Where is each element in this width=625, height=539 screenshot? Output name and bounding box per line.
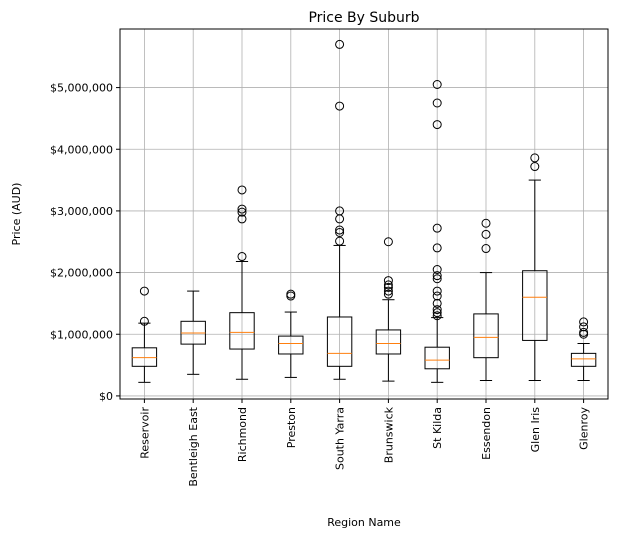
outlier-point — [432, 98, 442, 108]
y-axis-label: Price (AUD) — [10, 183, 23, 246]
outlier-point — [237, 204, 247, 214]
outlier-point — [579, 317, 589, 327]
x-tick-label: Essendon — [480, 407, 493, 460]
box-iqr — [570, 352, 597, 367]
outlier-point — [432, 80, 442, 89]
x-tick-label: Brunswick — [382, 406, 395, 463]
x-tick-label: Richmond — [236, 407, 249, 462]
x-tick-label: Glenroy — [578, 407, 591, 450]
x-tick-label: South Yarra — [334, 407, 347, 470]
outlier-point — [237, 185, 247, 195]
outlier-point — [335, 236, 345, 246]
box-iqr — [522, 270, 548, 341]
plot-frame — [119, 28, 609, 400]
outlier-point — [383, 280, 393, 290]
outlier-point — [432, 120, 442, 130]
x-tick-label: St Kilda — [431, 407, 444, 449]
outlier-point — [237, 252, 247, 262]
outlier-point — [481, 244, 491, 254]
outlier-point — [383, 237, 393, 247]
outlier-point — [432, 305, 442, 315]
outlier-point — [383, 289, 393, 299]
outlier-point — [335, 225, 345, 235]
outlier-point — [335, 39, 345, 49]
box-glen-iris — [522, 153, 548, 381]
y-tick-label: $0 — [99, 390, 113, 403]
outlier-point — [432, 271, 442, 281]
outlier-point — [139, 316, 149, 326]
outlier-point — [432, 223, 442, 233]
outlier-point — [335, 206, 345, 216]
outlier-point — [432, 274, 442, 284]
x-tick-label: Bentleigh East — [187, 406, 200, 486]
y-tick-label: $1,000,000 — [50, 328, 113, 341]
outlier-point — [579, 327, 589, 337]
outlier-point — [139, 286, 149, 296]
y-tick-label: $5,000,000 — [50, 82, 113, 95]
outlier-point — [530, 162, 540, 172]
box-st-kilda — [424, 80, 450, 383]
chart-title: Price By Suburb — [308, 10, 419, 26]
box-south-yarra — [326, 39, 353, 380]
x-tick-label: Reservoir — [138, 407, 151, 459]
outlier-point — [432, 291, 442, 301]
box-iqr — [326, 316, 353, 367]
axes: $0 $1,000,000 $2,000,000 $3,000,000 $4,000,0… — [50, 82, 591, 487]
plot-marks — [131, 39, 597, 383]
box-glenroy — [570, 317, 597, 381]
outlier-point — [481, 229, 491, 239]
y-tick-label: $4,000,000 — [50, 143, 113, 156]
outlier-point — [432, 308, 442, 318]
outlier-point — [432, 243, 442, 253]
x-tick-label: Glen Iris — [529, 407, 542, 453]
outlier-point — [237, 207, 247, 217]
outlier-point — [432, 298, 442, 308]
outlier-point — [335, 228, 345, 237]
y-tick-label: $3,000,000 — [50, 205, 113, 218]
box-iqr — [131, 347, 158, 367]
grid — [120, 29, 608, 399]
box-iqr — [424, 346, 450, 370]
box-iqr — [473, 313, 499, 359]
x-tick-label: Preston — [285, 407, 298, 448]
box-reservoir — [131, 286, 158, 383]
outlier-point — [432, 286, 442, 296]
outlier-point — [286, 289, 296, 299]
outlier-point — [383, 282, 393, 292]
outlier-point — [383, 286, 393, 296]
box-preston — [278, 289, 304, 378]
box-essendon — [473, 218, 499, 381]
outlier-point — [237, 214, 247, 224]
box-brunswick — [375, 237, 402, 382]
outlier-point — [481, 218, 491, 228]
box-iqr — [229, 312, 255, 350]
outlier-point — [579, 322, 589, 332]
box-iqr — [278, 335, 304, 355]
box-bentleigh-east — [180, 290, 206, 375]
outlier-point — [383, 276, 393, 286]
outlier-point — [432, 265, 442, 274]
y-tick-label: $2,000,000 — [50, 267, 113, 280]
box-iqr — [375, 329, 402, 355]
outlier-point — [335, 101, 345, 111]
x-axis-label: Region Name — [327, 516, 401, 529]
box-richmond — [229, 185, 255, 380]
outlier-point — [530, 153, 540, 163]
outlier-point — [432, 311, 442, 321]
